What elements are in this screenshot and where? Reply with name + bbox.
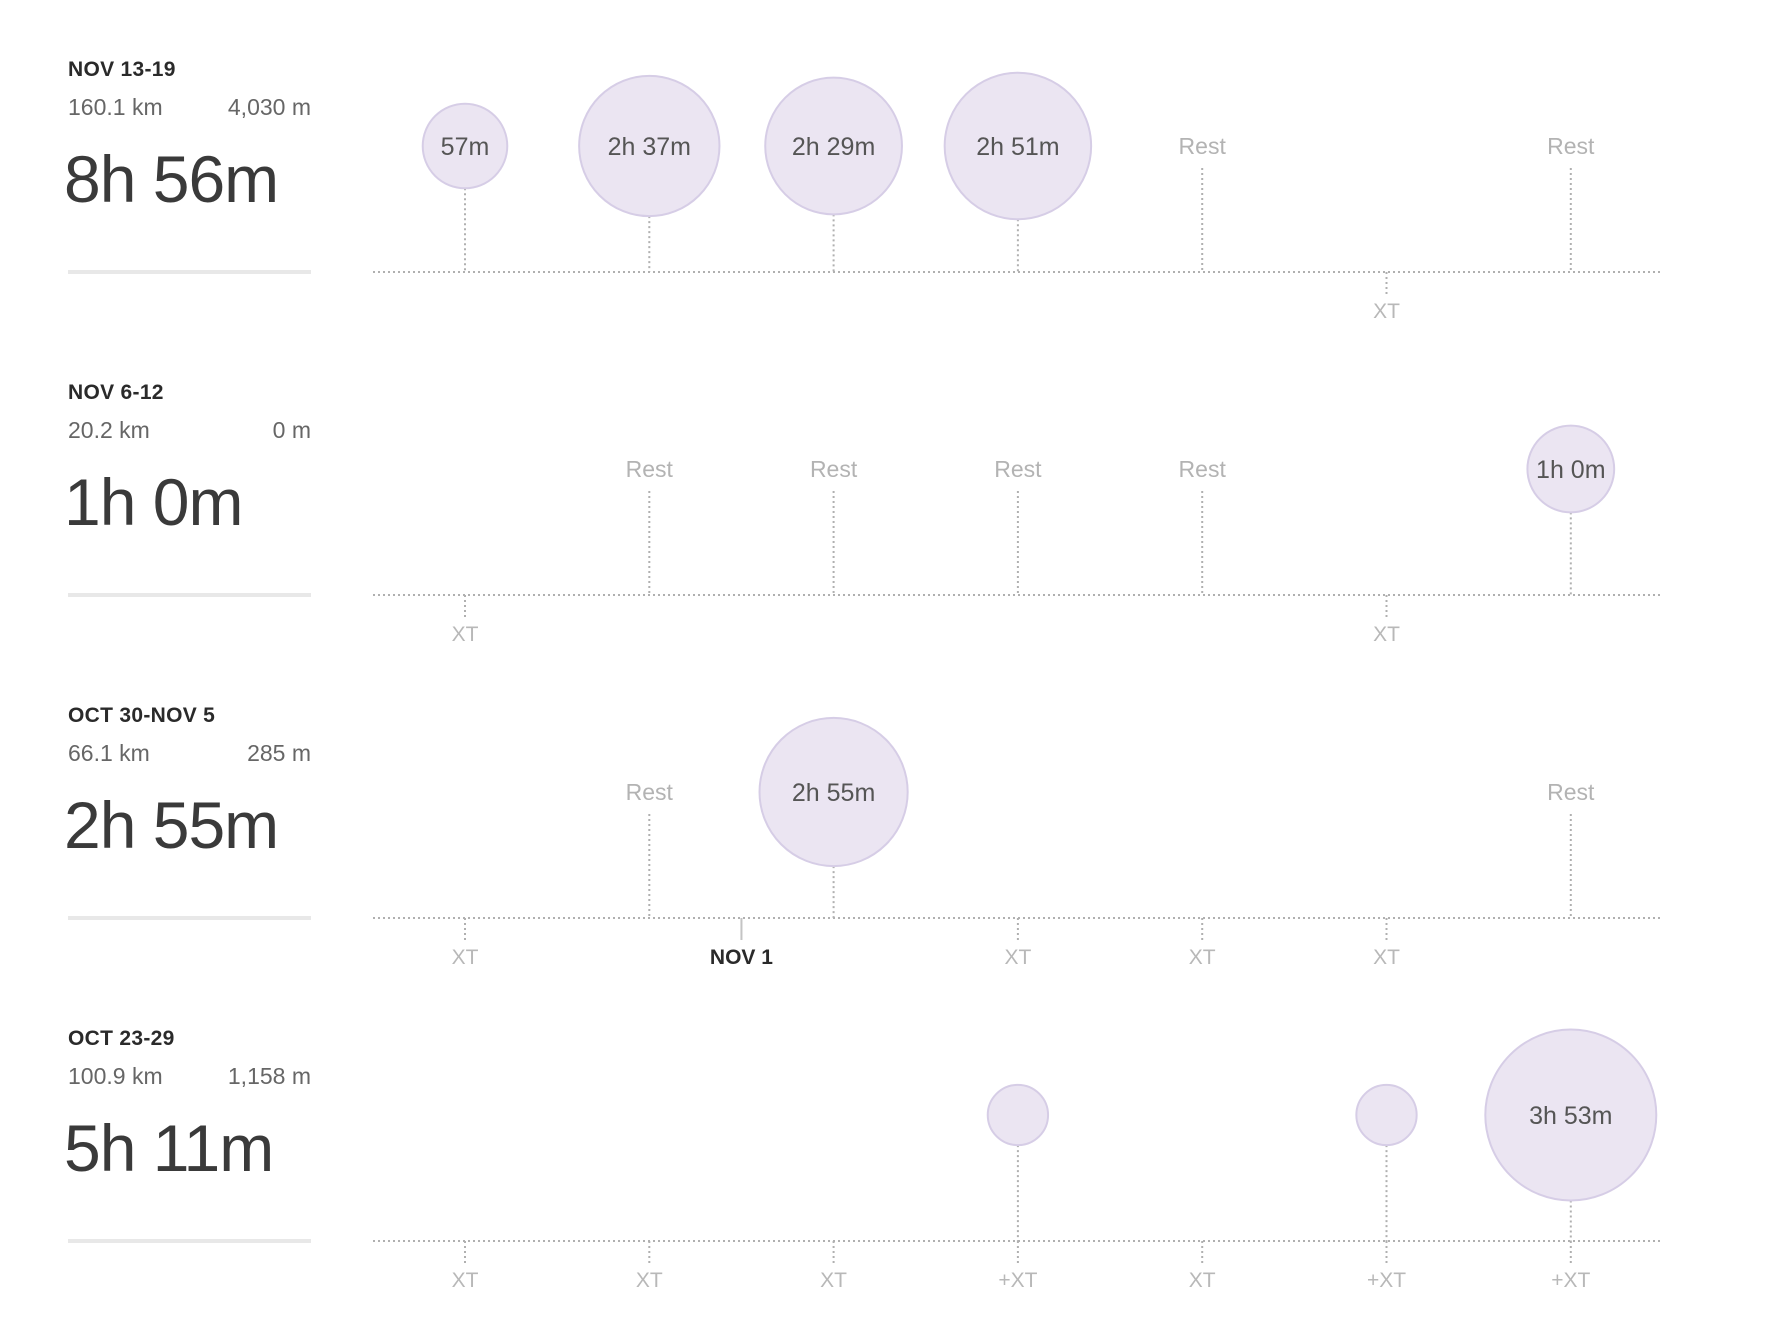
rest-label: Rest [994, 456, 1042, 482]
timeline-svg: 3h 53m XT XT XT +XT XT +XT +XT [373, 1028, 1660, 1291]
xt-label: XT [1189, 946, 1216, 968]
xt-label: +XT [998, 1269, 1037, 1291]
week-activity-chart: Rest 2h 55m Rest XT XT XT XT NOV 1 [0, 646, 1772, 968]
month-boundary-label: NOV 1 [710, 946, 773, 968]
week-row: NOV 6-12 20.2 km 0 m 1h 0m Rest Rest Rest R… [0, 323, 1772, 645]
activity-bubble[interactable] [1526, 424, 1616, 514]
xt-label: XT [452, 623, 479, 645]
xt-label: XT [1004, 946, 1031, 968]
week-date-range: OCT 30-NOV 5 [68, 704, 216, 727]
week-summary[interactable]: NOV 6-12 20.2 km 0 m 1h 0m [64, 323, 311, 645]
activity-bubble[interactable] [421, 102, 509, 190]
week-summary[interactable]: OCT 30-NOV 5 66.1 km 285 m 2h 55m [64, 646, 311, 968]
week-elevation: 1,158 m [227, 1063, 311, 1089]
timeline-svg: 57m 2h 37m 2h 29m 2h 51m Rest Rest XT [373, 71, 1660, 322]
week-duration: 1h 0m [64, 465, 243, 539]
week-distance: 66.1 km [68, 740, 150, 766]
week-elevation: 285 m [247, 740, 311, 766]
week-summary[interactable]: NOV 13-19 160.1 km 4,030 m 8h 56m [64, 0, 311, 322]
rest-label: Rest [1547, 779, 1595, 805]
rest-label: Rest [810, 456, 858, 482]
xt-label: XT [1373, 623, 1400, 645]
activity-duration-label: 3h 53m [1529, 1102, 1612, 1130]
xt-label: XT [1373, 946, 1400, 968]
timeline-svg: Rest 2h 55m Rest XT XT XT XT NOV 1 [373, 716, 1660, 968]
rest-label: Rest [1179, 133, 1227, 159]
activity-duration-label: 2h 51m [976, 133, 1059, 161]
xt-label: XT [452, 1269, 479, 1291]
xt-label: XT [1189, 1269, 1216, 1291]
activity-bubble[interactable] [986, 1083, 1050, 1147]
activity-bubble[interactable] [1355, 1083, 1418, 1147]
rest-label: Rest [626, 456, 674, 482]
summary-divider [68, 593, 311, 597]
week-activity-chart: Rest Rest Rest Rest 1h 0m XT XT [0, 323, 1772, 645]
week-summary[interactable]: OCT 23-29 100.9 km 1,158 m 5h 11m [64, 969, 311, 1291]
week-activity-chart: 3h 53m XT XT XT +XT XT +XT +XT [0, 969, 1772, 1291]
xt-label: XT [820, 1269, 847, 1291]
timeline-svg: Rest Rest Rest Rest 1h 0m XT XT [373, 424, 1660, 645]
week-date-range: NOV 13-19 [68, 58, 176, 81]
week-distance: 100.9 km [68, 1063, 163, 1089]
activity-duration-label: 2h 29m [792, 133, 875, 161]
week-row: OCT 30-NOV 5 66.1 km 285 m 2h 55m Rest 2h… [0, 646, 1772, 968]
summary-divider [68, 270, 311, 274]
xt-label: XT [636, 1269, 663, 1291]
rest-label: Rest [1179, 456, 1227, 482]
week-date-range: OCT 23-29 [68, 1027, 175, 1050]
week-elevation: 4,030 m [227, 94, 311, 120]
activity-duration-label: 2h 55m [792, 779, 875, 807]
activity-bubble[interactable] [764, 76, 903, 216]
rest-label: Rest [1547, 133, 1595, 159]
activity-duration-label: 1h 0m [1536, 456, 1605, 484]
week-elevation: 0 m [272, 417, 311, 443]
xt-label: +XT [1367, 1269, 1406, 1291]
week-row: OCT 23-29 100.9 km 1,158 m 5h 11m 3h 53m… [0, 969, 1772, 1291]
activity-bubble[interactable] [758, 716, 909, 868]
week-date-range: NOV 6-12 [68, 381, 164, 404]
xt-label: +XT [1551, 1269, 1590, 1291]
week-distance: 160.1 km [68, 94, 163, 120]
activity-duration-label: 57m [441, 133, 490, 161]
summary-divider [68, 916, 311, 920]
week-activity-chart: 57m 2h 37m 2h 29m 2h 51m Rest Rest XT [0, 0, 1772, 322]
xt-label: XT [452, 946, 479, 968]
activity-bubble[interactable] [943, 71, 1093, 221]
summary-divider [68, 1239, 311, 1243]
rest-label: Rest [626, 779, 674, 805]
week-duration: 5h 11m [64, 1111, 274, 1185]
activity-duration-label: 2h 37m [608, 133, 691, 161]
week-duration: 8h 56m [64, 142, 279, 216]
activity-bubble[interactable] [578, 74, 721, 218]
xt-label: XT [1373, 300, 1400, 322]
activity-bubble[interactable] [1484, 1028, 1658, 1202]
week-duration: 2h 55m [64, 788, 279, 862]
week-row: NOV 13-19 160.1 km 4,030 m 8h 56m 57m 2h … [0, 0, 1772, 322]
week-distance: 20.2 km [68, 417, 150, 443]
